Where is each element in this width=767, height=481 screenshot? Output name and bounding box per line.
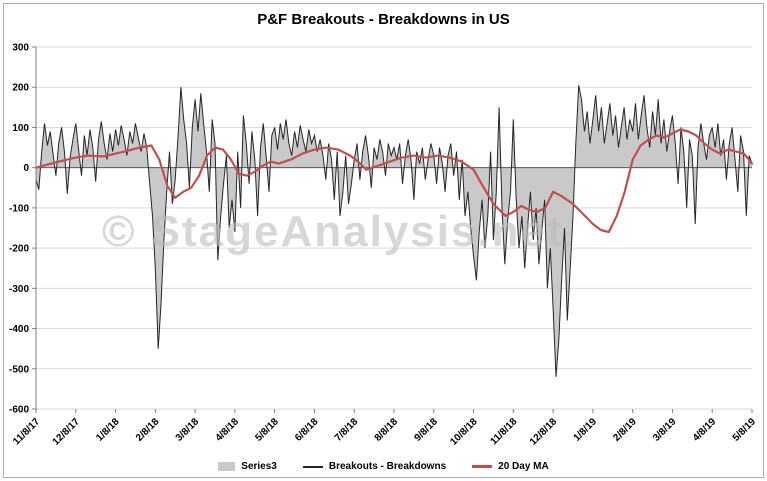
- legend-swatch-area-icon: [218, 462, 236, 471]
- x-tick-label: 11/8/18: [488, 416, 519, 447]
- legend: Series3 Breakouts - Breakdowns 20 Day MA: [0, 461, 767, 472]
- chart-title: P&F Breakouts - Breakdowns in US: [257, 11, 510, 28]
- x-tick-label: 1/8/18: [94, 416, 122, 444]
- x-tick-label: 1/8/19: [572, 416, 600, 444]
- y-tick-label: -500: [9, 364, 29, 375]
- y-tick-label: -400: [9, 324, 29, 335]
- legend-swatch-line-icon: [302, 465, 323, 468]
- y-tick-label: -100: [9, 203, 29, 214]
- y-tick-label: -200: [9, 244, 29, 255]
- legend-item-ma: 20 Day MA: [472, 461, 549, 472]
- y-tick-label: -600: [9, 405, 29, 416]
- x-tick-label: 7/8/18: [333, 416, 361, 444]
- x-tick-label: 9/8/18: [412, 416, 440, 444]
- x-tick-label: 4/8/18: [214, 416, 242, 444]
- legend-item-breakouts: Breakouts - Breakdowns: [302, 461, 447, 472]
- y-tick-label: -300: [9, 284, 29, 295]
- legend-label-breakouts: Breakouts - Breakdowns: [328, 461, 447, 472]
- x-tick-label: 3/8/19: [651, 416, 679, 444]
- ma-line: [34, 128, 754, 234]
- legend-label-ma: 20 Day MA: [498, 461, 549, 472]
- x-tick-label: 5/8/18: [253, 416, 281, 444]
- x-tick-label: 5/8/19: [731, 416, 759, 444]
- legend-item-series3: Series3: [218, 461, 277, 472]
- x-tick-label: 10/8/18: [448, 416, 480, 448]
- legend-swatch-ma-icon: [472, 465, 493, 468]
- y-tick-label: 0: [23, 163, 29, 174]
- y-tick-label: 100: [12, 123, 29, 134]
- breakouts-line: [35, 85, 753, 377]
- x-tick-label: 11/8/17: [11, 416, 42, 447]
- x-tick-label: 12/8/18: [528, 416, 560, 448]
- x-tick-label: 8/8/18: [373, 416, 401, 444]
- y-tick-label: 200: [12, 83, 29, 94]
- legend-label-series3: Series3: [241, 461, 277, 472]
- x-tick-label: 2/8/18: [134, 416, 162, 444]
- series3-area: [36, 85, 752, 377]
- x-tick-label: 2/8/19: [611, 416, 639, 444]
- x-tick-label: 12/8/17: [51, 416, 83, 448]
- x-tick-label: 4/8/19: [691, 416, 719, 444]
- x-tick-label: 3/8/18: [174, 416, 202, 444]
- y-tick-label: 300: [12, 43, 29, 54]
- x-tick-label: 6/8/18: [293, 416, 321, 444]
